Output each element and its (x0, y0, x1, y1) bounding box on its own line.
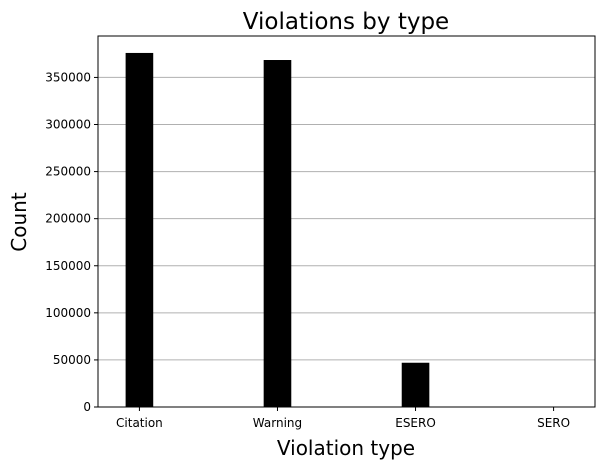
y-tick-label-4: 200000 (45, 212, 91, 226)
y-tick-label-5: 250000 (45, 165, 91, 179)
y-tick-label-0: 0 (83, 400, 91, 414)
axes: 0 50000 100000 150000 200000 250000 300000 3500… (45, 35, 596, 430)
y-tick-label-6: 300000 (45, 118, 91, 132)
grid-lines (98, 76, 595, 408)
bar-warning (263, 60, 292, 408)
y-tick-label-2: 100000 (45, 306, 91, 320)
y-axis-label: Count (7, 192, 31, 252)
plot-frame (97, 35, 596, 408)
bars (125, 52, 568, 408)
x-tick-label-0: Citation (116, 416, 163, 430)
x-tick-label-3: SERO (537, 416, 570, 430)
bar-esero (401, 362, 430, 407)
y-tick-label-7: 350000 (45, 70, 91, 84)
x-tick-label-1: Warning (253, 416, 302, 430)
x-tick-label-2: ESERO (395, 416, 436, 430)
y-tick-label-1: 50000 (53, 353, 91, 367)
chart-title: Violations by type (243, 9, 449, 35)
x-axis-label: Violation type (277, 436, 415, 460)
y-tick-label-3: 150000 (45, 259, 91, 273)
bar-citation (125, 52, 154, 407)
